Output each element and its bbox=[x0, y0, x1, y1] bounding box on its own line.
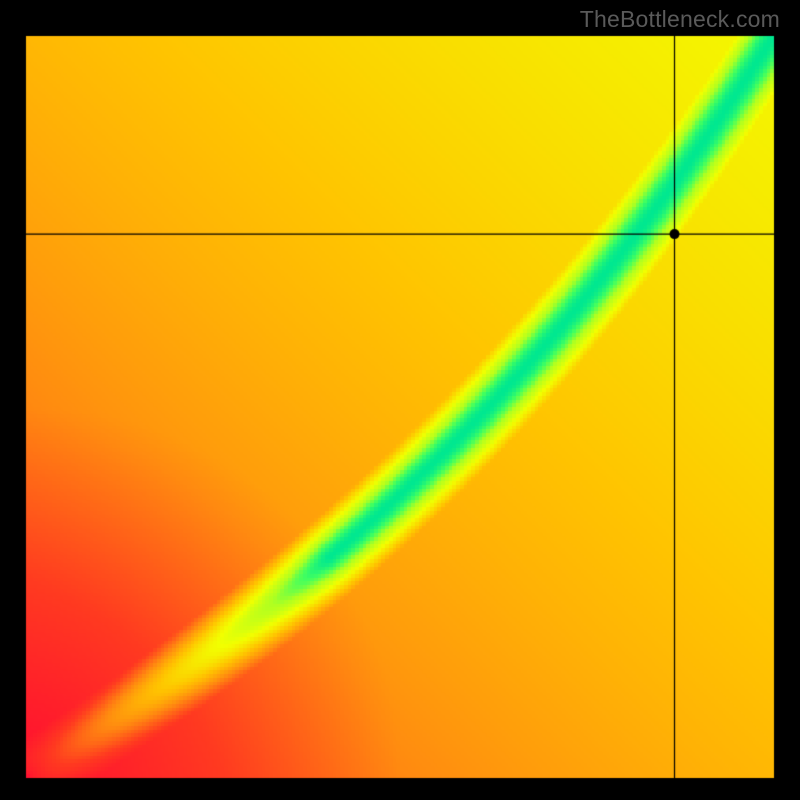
chart-container: TheBottleneck.com bbox=[0, 0, 800, 800]
watermark-text: TheBottleneck.com bbox=[580, 6, 780, 33]
heatmap-canvas bbox=[0, 0, 800, 800]
